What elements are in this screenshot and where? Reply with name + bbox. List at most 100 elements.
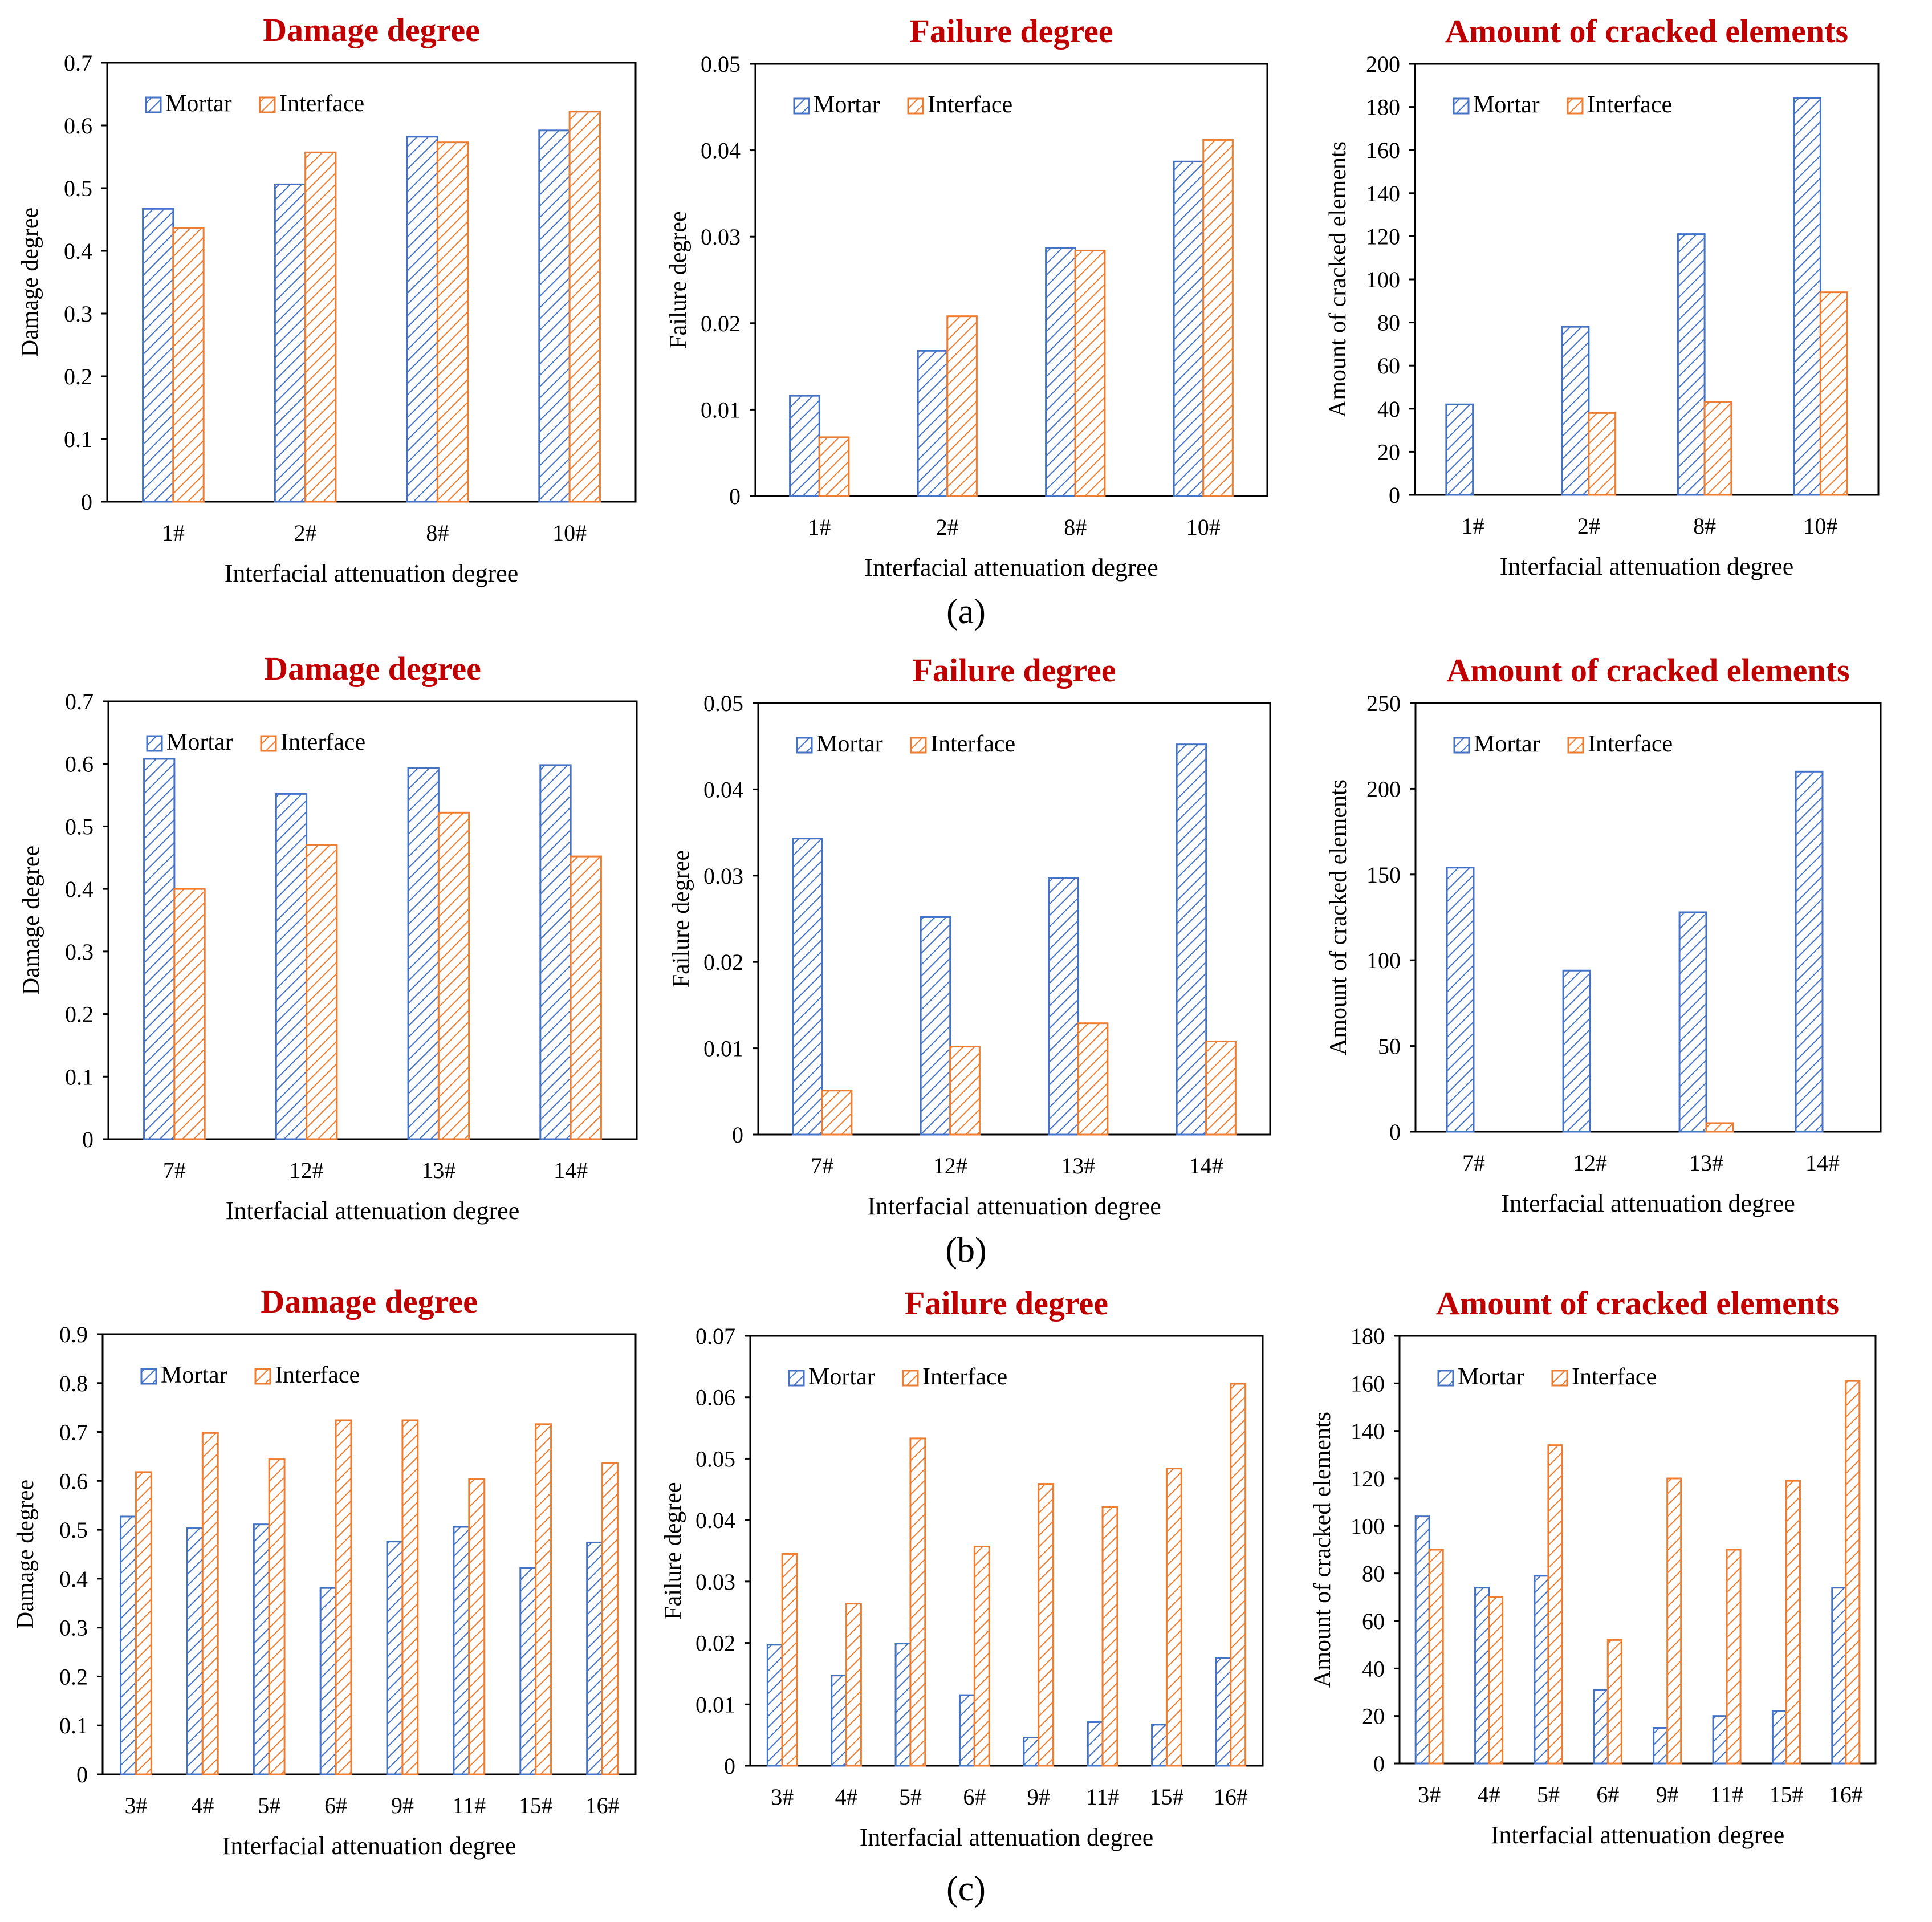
mortar-bar-6	[319, 1587, 337, 1775]
y-tick-label: 0.04	[701, 138, 741, 164]
y-tick-label: 0.01	[695, 1692, 735, 1717]
interface-bar-4	[1488, 1596, 1504, 1765]
interface-legend-label: Interface	[1572, 1364, 1657, 1390]
interface-bar-4	[201, 1432, 219, 1775]
interface-legend-swatch	[910, 737, 927, 754]
y-tick-label: 160	[1351, 1371, 1385, 1396]
mortar-bar-16	[1215, 1657, 1232, 1767]
chart-2: Failure degree 0 0.01 0.02 0.03 0.04 0.05 Failu…	[665, 13, 1268, 582]
x-tick-label: 6#	[963, 1784, 986, 1810]
interface-bar-13	[1705, 1122, 1734, 1133]
x-tick-label: 15#	[519, 1793, 553, 1818]
y-tick-label: 0	[1389, 1119, 1401, 1145]
mortar-legend-label: Mortar	[1458, 1364, 1524, 1390]
mortar-legend-swatch	[796, 737, 813, 754]
mortar-bar-11	[1087, 1721, 1104, 1767]
x-tick-label: 13#	[1061, 1153, 1095, 1179]
x-axis-label: Interfacial attenuation degree	[225, 559, 518, 587]
x-tick-label: 13#	[1689, 1150, 1723, 1176]
interface-bar-7	[173, 888, 206, 1140]
interface-legend-label: Interface	[280, 729, 365, 755]
interface-bar-6	[973, 1545, 990, 1767]
interface-bar-14	[1205, 1040, 1237, 1136]
mortar-legend-swatch	[793, 97, 810, 115]
y-tick-label: 80	[1362, 1561, 1385, 1587]
y-tick-label: 0	[82, 1127, 93, 1152]
x-tick-label: 9#	[1656, 1782, 1679, 1807]
mortar-bar-1	[1445, 403, 1474, 496]
chart-title: Amount of cracked elements	[1446, 652, 1849, 689]
interface-legend-label: Interface	[922, 1364, 1007, 1390]
interface-bar-10	[568, 111, 601, 503]
y-tick-label: 0.06	[695, 1385, 735, 1411]
interface-bar-1	[172, 227, 205, 503]
mortar-bar-8	[1045, 247, 1076, 497]
interface-bar-9	[1038, 1483, 1055, 1767]
interface-bar-5	[1547, 1444, 1563, 1765]
chart-3: Amount of cracked elements 0 20 40 60 80 100 12…	[1325, 13, 1880, 580]
mortar-bar-9	[386, 1541, 404, 1775]
mortar-legend-label: Mortar	[165, 91, 232, 117]
mortar-bar-6	[1593, 1689, 1609, 1765]
x-tick-label: 12#	[290, 1157, 324, 1183]
x-tick-label: 7#	[163, 1157, 186, 1183]
y-axis-label: Amount of cracked elements	[1309, 1412, 1336, 1688]
interface-legend-swatch	[1567, 737, 1584, 754]
interface-bar-9	[1666, 1477, 1682, 1765]
plot-area-frame	[107, 700, 638, 1140]
y-tick-label: 0.03	[703, 863, 743, 889]
x-tick-label: 3#	[124, 1793, 147, 1818]
y-tick-label: 40	[1377, 396, 1400, 422]
y-tick-label: 100	[1366, 267, 1400, 292]
y-tick-label: 0.1	[65, 1064, 93, 1090]
interface-bar-12	[306, 844, 338, 1140]
interface-legend-swatch	[902, 1370, 919, 1387]
y-tick-label: 100	[1366, 948, 1401, 973]
mortar-bar-12	[920, 916, 951, 1136]
y-tick-label: 0.05	[701, 51, 741, 77]
mortar-legend-label: Mortar	[814, 92, 880, 118]
chart-6: Amount of cracked elements 0 50 100 150 200 25…	[1325, 652, 1882, 1217]
x-tick-label: 11#	[1710, 1782, 1744, 1807]
y-tick-label: 0.3	[59, 1615, 88, 1641]
interface-bar-15	[535, 1423, 552, 1775]
x-tick-label: 8#	[1064, 514, 1087, 540]
mortar-bar-5	[1534, 1575, 1549, 1765]
x-tick-label: 4#	[1478, 1782, 1500, 1807]
interface-bar-9	[401, 1419, 419, 1775]
interface-legend-label: Interface	[1588, 731, 1673, 757]
y-tick-label: 60	[1362, 1608, 1385, 1634]
mortar-bar-2	[274, 183, 307, 503]
mortar-bar-4	[831, 1675, 848, 1767]
y-tick-label: 0.05	[695, 1446, 735, 1472]
mortar-bar-7	[143, 758, 176, 1140]
y-tick-label: 0.01	[701, 397, 741, 422]
y-axis-label: Failure degree	[668, 850, 694, 988]
mortar-legend-swatch	[788, 1370, 805, 1387]
x-tick-label: 2#	[936, 514, 959, 540]
chart-1: Damage degree 0 0.1 0.2 0.3 0.4 0.5 0.6 0.7 Damag…	[17, 11, 637, 587]
y-tick-label: 140	[1351, 1419, 1385, 1444]
mortar-bar-6	[958, 1694, 975, 1767]
y-tick-label: 0.4	[59, 1566, 88, 1592]
x-axis-label: Interfacial attenuation degree	[864, 554, 1158, 582]
x-tick-label: 10#	[1186, 514, 1221, 540]
mortar-legend-label: Mortar	[808, 1364, 875, 1390]
interface-bar-12	[949, 1046, 981, 1136]
y-tick-label: 20	[1362, 1704, 1385, 1729]
interface-bar-11	[1101, 1506, 1118, 1767]
mortar-legend-label: Mortar	[1474, 731, 1540, 757]
y-axis-label: Amount of cracked elements	[1325, 779, 1352, 1055]
mortar-bar-13	[1678, 911, 1707, 1133]
y-tick-label: 0.05	[703, 690, 743, 716]
mortar-legend-swatch	[1437, 1370, 1454, 1387]
x-tick-label: 11#	[453, 1793, 486, 1818]
y-tick-label: 0.4	[64, 238, 92, 264]
mortar-bar-10	[1793, 97, 1821, 496]
x-tick-label: 6#	[1596, 1782, 1619, 1807]
interface-legend-swatch	[907, 97, 924, 115]
y-tick-label: 0	[724, 1753, 735, 1779]
y-tick-label: 120	[1366, 224, 1400, 249]
y-axis-label: Damage degree	[18, 846, 44, 995]
